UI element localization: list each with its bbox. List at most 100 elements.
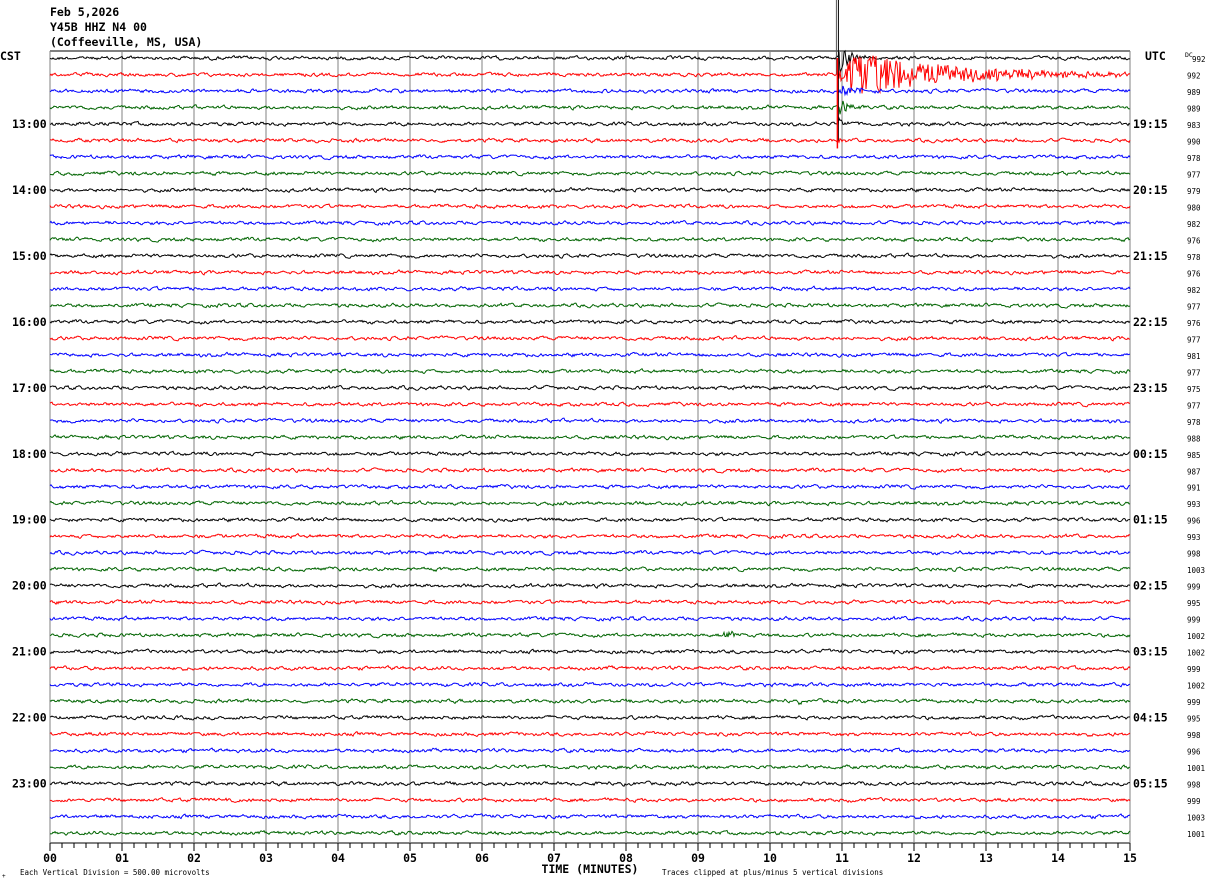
x-tick-label: 05 xyxy=(403,851,417,865)
seismic-trace-row-26 xyxy=(49,483,1131,490)
dc-offset-label: 996 xyxy=(1187,517,1201,526)
dc-offset-label: 998 xyxy=(1187,731,1201,740)
seismic-trace-row-11 xyxy=(49,236,1131,243)
utc-hour-label: 04:15 xyxy=(1133,711,1168,725)
dc-offset-label: 1002 xyxy=(1187,682,1205,691)
dc-offset-label: 1001 xyxy=(1187,764,1205,773)
utc-hour-label: 23:15 xyxy=(1133,381,1168,395)
seismic-trace-row-38 xyxy=(49,681,1131,688)
seismic-trace-row-19 xyxy=(49,367,1131,375)
seismic-trace-row-44 xyxy=(49,780,1130,787)
seismic-trace-row-12 xyxy=(49,252,1131,260)
dc-offset-label: 1003 xyxy=(1187,814,1205,823)
dc-offset-label: 982 xyxy=(1187,220,1201,229)
seismic-trace-row-2 xyxy=(49,85,1131,97)
x-tick-label: 10 xyxy=(763,851,777,865)
dc-offset-label: 982 xyxy=(1187,286,1201,295)
x-tick-label: 03 xyxy=(259,851,273,865)
seismic-trace-row-45 xyxy=(49,796,1131,803)
header-location: (Coffeeville, MS, USA) xyxy=(50,35,203,49)
seismic-trace-row-16 xyxy=(49,318,1131,325)
cst-hour-label: 18:00 xyxy=(12,447,47,461)
dc-offset-label: 999 xyxy=(1187,616,1201,625)
dc-offset-label: 985 xyxy=(1187,451,1201,460)
seismic-trace-row-0 xyxy=(49,49,1131,74)
x-tick-label: 09 xyxy=(691,851,705,865)
dc-offset-label: 975 xyxy=(1187,385,1201,394)
utc-hour-label: 02:15 xyxy=(1133,579,1168,593)
dc-offset-label: 989 xyxy=(1187,88,1201,97)
cst-hour-label: 14:00 xyxy=(12,183,47,197)
seismic-trace-row-4 xyxy=(49,116,1131,127)
seismic-trace-row-42 xyxy=(49,747,1130,754)
dc-offset-label: 998 xyxy=(1187,550,1201,559)
seismic-trace-row-37 xyxy=(49,664,1131,672)
seismic-trace-row-40 xyxy=(49,714,1131,721)
dc-offset-label: 999 xyxy=(1187,797,1201,806)
dc-offset-label: 983 xyxy=(1187,121,1201,130)
x-tick-label: 02 xyxy=(187,851,201,865)
dc-offset-label: 977 xyxy=(1187,170,1201,179)
cst-hour-label: 16:00 xyxy=(12,315,47,329)
seismic-trace-row-35 xyxy=(49,630,1131,639)
dc-offset-label: 999 xyxy=(1187,665,1201,674)
dc-offset-label: 987 xyxy=(1187,467,1201,476)
dc-offset-label: 992 xyxy=(1187,71,1201,80)
seismic-trace-row-1 xyxy=(49,55,1131,94)
seismic-trace-row-33 xyxy=(49,598,1131,606)
x-tick-label: 15 xyxy=(1123,851,1137,865)
seismic-trace-row-46 xyxy=(49,813,1131,820)
seismic-trace-row-31 xyxy=(49,566,1131,573)
dc-offset-label: 995 xyxy=(1187,599,1201,608)
dc-offset-label: 976 xyxy=(1187,236,1201,245)
dc-offset-label: 980 xyxy=(1187,203,1201,212)
seismic-trace-row-15 xyxy=(49,302,1131,309)
seismic-trace-row-32 xyxy=(49,582,1131,589)
seismic-trace-row-6 xyxy=(49,153,1131,161)
dc-offset-label: 990 xyxy=(1187,137,1201,146)
dc-offset-label: 1002 xyxy=(1187,649,1205,658)
x-tick-label: 14 xyxy=(1051,851,1065,865)
seismic-trace-row-22 xyxy=(50,417,1131,425)
cst-hour-label: 19:00 xyxy=(12,513,47,527)
utc-hour-label: 22:15 xyxy=(1133,315,1168,329)
utc-hour-label: 00:15 xyxy=(1133,447,1168,461)
dc-offset-label: 999 xyxy=(1187,698,1201,707)
utc-hour-label: 05:15 xyxy=(1133,777,1168,791)
dc-offset-label: 991 xyxy=(1187,484,1201,493)
dc-offset-label: 999 xyxy=(1187,583,1201,592)
cst-hour-label: 13:00 xyxy=(12,117,47,131)
seismic-trace-row-3 xyxy=(49,100,1131,115)
seismic-trace-row-21 xyxy=(49,401,1131,408)
dc-offset-label: 977 xyxy=(1187,401,1201,410)
x-tick-label: 07 xyxy=(547,851,561,865)
dc-offset-label: 993 xyxy=(1187,500,1201,509)
seismic-trace-row-5 xyxy=(49,137,1131,144)
dc-offset-label: 976 xyxy=(1187,319,1201,328)
dc-offset-label: 1003 xyxy=(1187,566,1205,575)
dc-offset-label: 977 xyxy=(1187,335,1201,344)
cst-hour-label: 15:00 xyxy=(12,249,47,263)
seismic-trace-row-17 xyxy=(49,335,1131,342)
dc-offset-label: 1002 xyxy=(1187,632,1205,641)
x-tick-label: 08 xyxy=(619,851,633,865)
seismic-trace-row-14 xyxy=(49,285,1131,292)
left-timezone-label: CST xyxy=(0,49,21,63)
seismic-trace-row-7 xyxy=(49,170,1131,177)
dc-offset-label: 981 xyxy=(1187,352,1201,361)
utc-hour-label: 19:15 xyxy=(1133,117,1168,131)
seismic-trace-row-8 xyxy=(49,186,1131,194)
x-tick-label: 11 xyxy=(835,851,849,865)
x-tick-label: 04 xyxy=(331,851,345,865)
seismic-trace-row-20 xyxy=(49,384,1131,392)
seismic-trace-row-28 xyxy=(49,516,1131,523)
seismic-trace-row-34 xyxy=(49,615,1131,622)
dc-offset-label: 977 xyxy=(1187,302,1201,311)
dc-offset-label: 977 xyxy=(1187,368,1201,377)
seismic-trace-row-36 xyxy=(49,648,1131,655)
seismic-trace-row-23 xyxy=(49,434,1131,441)
dc-offset-label: 995 xyxy=(1187,715,1201,724)
x-axis-title: TIME (MINUTES) xyxy=(542,862,639,876)
x-tick-label: 00 xyxy=(43,851,57,865)
